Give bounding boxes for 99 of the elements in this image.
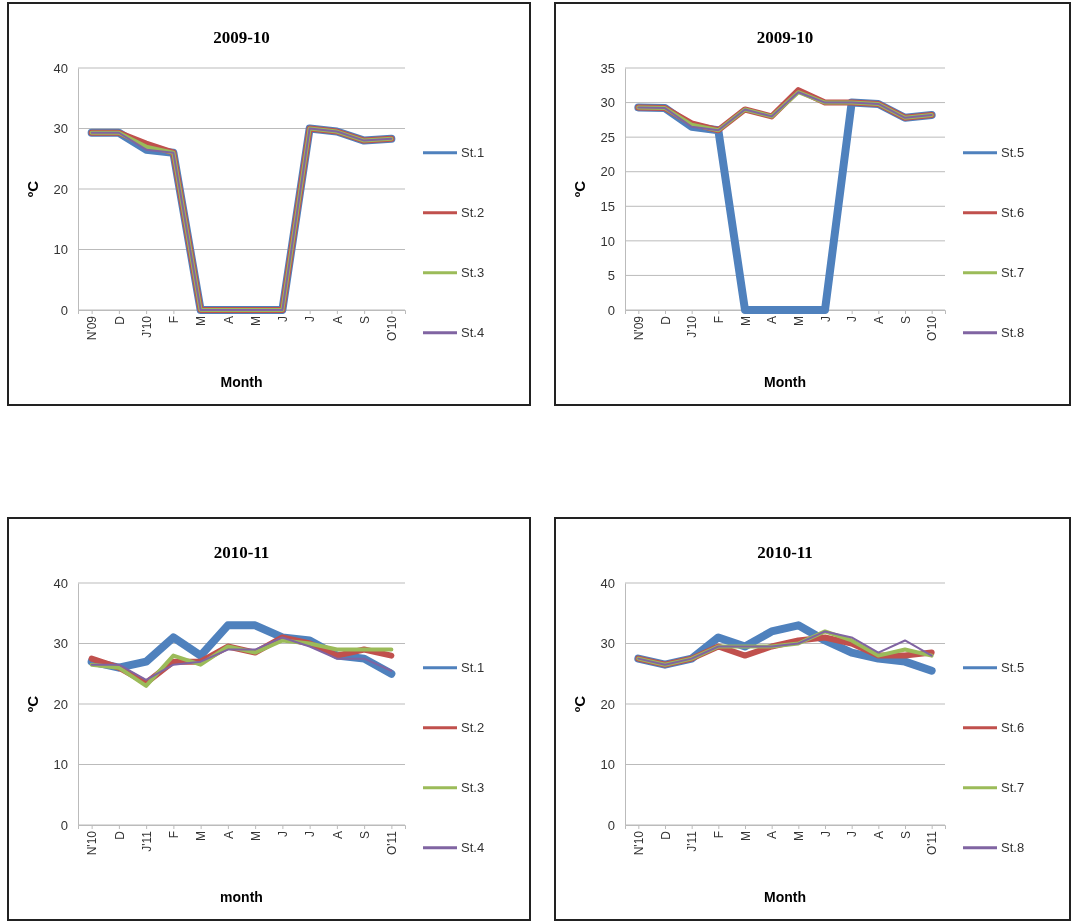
y-tick-label: 0	[607, 817, 615, 833]
x-tick-label: S	[898, 831, 913, 840]
legend-label: St.4	[461, 840, 485, 856]
x-tick-label: J	[276, 831, 291, 837]
x-tick-label: N'09	[632, 315, 647, 341]
legend-label: St.1	[461, 660, 485, 676]
x-tick-label: F	[167, 316, 182, 324]
legend-label: St.7	[1001, 780, 1025, 796]
legend-label: St.6	[1001, 720, 1025, 736]
chart-title: 2009-10	[213, 28, 270, 47]
x-axis-title: Month	[764, 374, 806, 390]
x-tick-label: D	[112, 830, 127, 840]
x-tick-label: J'10	[139, 315, 154, 338]
y-tick-label: 20	[53, 181, 68, 197]
x-tick-label: A	[221, 316, 236, 325]
x-tick-label: F	[712, 831, 727, 839]
legend-label: St.5	[1001, 660, 1025, 676]
y-tick-label: 20	[53, 696, 68, 712]
x-tick-label: F	[712, 316, 727, 324]
x-tick-label: M	[792, 831, 807, 841]
x-tick-label: J	[303, 831, 318, 837]
x-tick-label: M	[248, 831, 263, 841]
y-tick-label: 30	[600, 95, 615, 111]
x-tick-label: J	[845, 831, 860, 837]
x-tick-label: M	[194, 831, 209, 841]
y-tick-label: 5	[607, 268, 615, 284]
y-tick-label: 30	[53, 121, 68, 137]
x-tick-label: O'11	[925, 830, 940, 856]
y-tick-label: 0	[607, 302, 615, 318]
x-tick-label: J'10	[685, 315, 700, 338]
legend-label: St.2	[461, 720, 485, 736]
chart-title: 2010-11	[757, 543, 813, 562]
y-tick-label: 10	[600, 233, 615, 249]
y-tick-label: 10	[600, 757, 615, 773]
legend-label: St.2	[461, 205, 485, 221]
legend-label: St.8	[1001, 325, 1025, 341]
x-tick-label: F	[167, 831, 182, 839]
x-tick-label: J'11	[685, 830, 700, 852]
legend-label: St.5	[1001, 145, 1025, 161]
y-axis-title: ºC	[571, 180, 588, 198]
y-tick-label: 20	[600, 696, 615, 712]
x-tick-label: M	[248, 316, 263, 326]
y-tick-label: 40	[600, 575, 615, 591]
y-axis-title: ºC	[24, 695, 41, 713]
x-tick-label: A	[221, 831, 236, 840]
x-tick-label: J'11	[139, 830, 154, 852]
x-tick-label: J	[845, 316, 860, 322]
legend-label: St.3	[461, 265, 485, 281]
y-axis-title: ºC	[571, 695, 588, 713]
x-tick-label: A	[330, 316, 345, 325]
chart-title: 2009-10	[756, 28, 814, 47]
x-tick-label: S	[357, 831, 372, 840]
x-tick-label: D	[658, 830, 673, 840]
y-tick-label: 40	[53, 575, 68, 591]
legend-label: St.8	[1001, 840, 1025, 856]
legend-label: St.6	[1001, 205, 1025, 221]
x-tick-label: M	[738, 831, 753, 841]
y-tick-label: 35	[600, 60, 615, 76]
y-tick-label: 15	[600, 198, 615, 214]
x-tick-label: J	[276, 316, 291, 322]
x-tick-label: N'10	[632, 830, 647, 856]
x-tick-label: D	[658, 315, 673, 325]
y-tick-label: 30	[53, 636, 68, 652]
x-tick-label: A	[765, 316, 780, 325]
x-tick-label: S	[357, 316, 372, 325]
legend-label: St.1	[461, 145, 485, 161]
x-tick-label: A	[872, 316, 887, 325]
y-tick-label: 25	[600, 129, 615, 145]
x-tick-label: M	[194, 316, 209, 326]
y-tick-label: 0	[60, 817, 68, 833]
x-tick-label: D	[112, 315, 127, 325]
x-axis-title: Month	[220, 374, 263, 390]
x-tick-label: A	[765, 831, 780, 840]
x-tick-label: O'11	[385, 830, 400, 856]
x-tick-label: A	[330, 831, 345, 840]
y-tick-label: 10	[53, 757, 68, 773]
x-tick-label: N'10	[85, 830, 100, 856]
chart-title: 2010-11	[213, 543, 270, 562]
x-tick-label: J	[818, 831, 833, 837]
legend-label: St.4	[461, 325, 485, 341]
x-tick-label: S	[898, 316, 913, 325]
y-tick-label: 10	[53, 242, 68, 258]
x-tick-label: J	[303, 316, 318, 322]
y-tick-label: 20	[600, 164, 615, 180]
y-tick-label: 0	[60, 302, 68, 318]
x-tick-label: J	[818, 316, 833, 322]
legend-label: St.7	[1001, 265, 1025, 281]
legend-label: St.3	[461, 780, 485, 796]
x-axis-title: Month	[764, 889, 806, 905]
x-tick-label: N'09	[85, 315, 100, 341]
x-axis-title: month	[220, 889, 263, 905]
x-tick-label: O'10	[925, 315, 940, 341]
y-tick-label: 30	[600, 636, 615, 652]
x-tick-label: O'10	[385, 315, 400, 341]
x-tick-label: M	[738, 316, 753, 326]
y-tick-label: 40	[53, 60, 68, 76]
x-tick-label: M	[792, 316, 807, 326]
x-tick-label: A	[872, 831, 887, 840]
y-axis-title: ºC	[24, 180, 41, 198]
